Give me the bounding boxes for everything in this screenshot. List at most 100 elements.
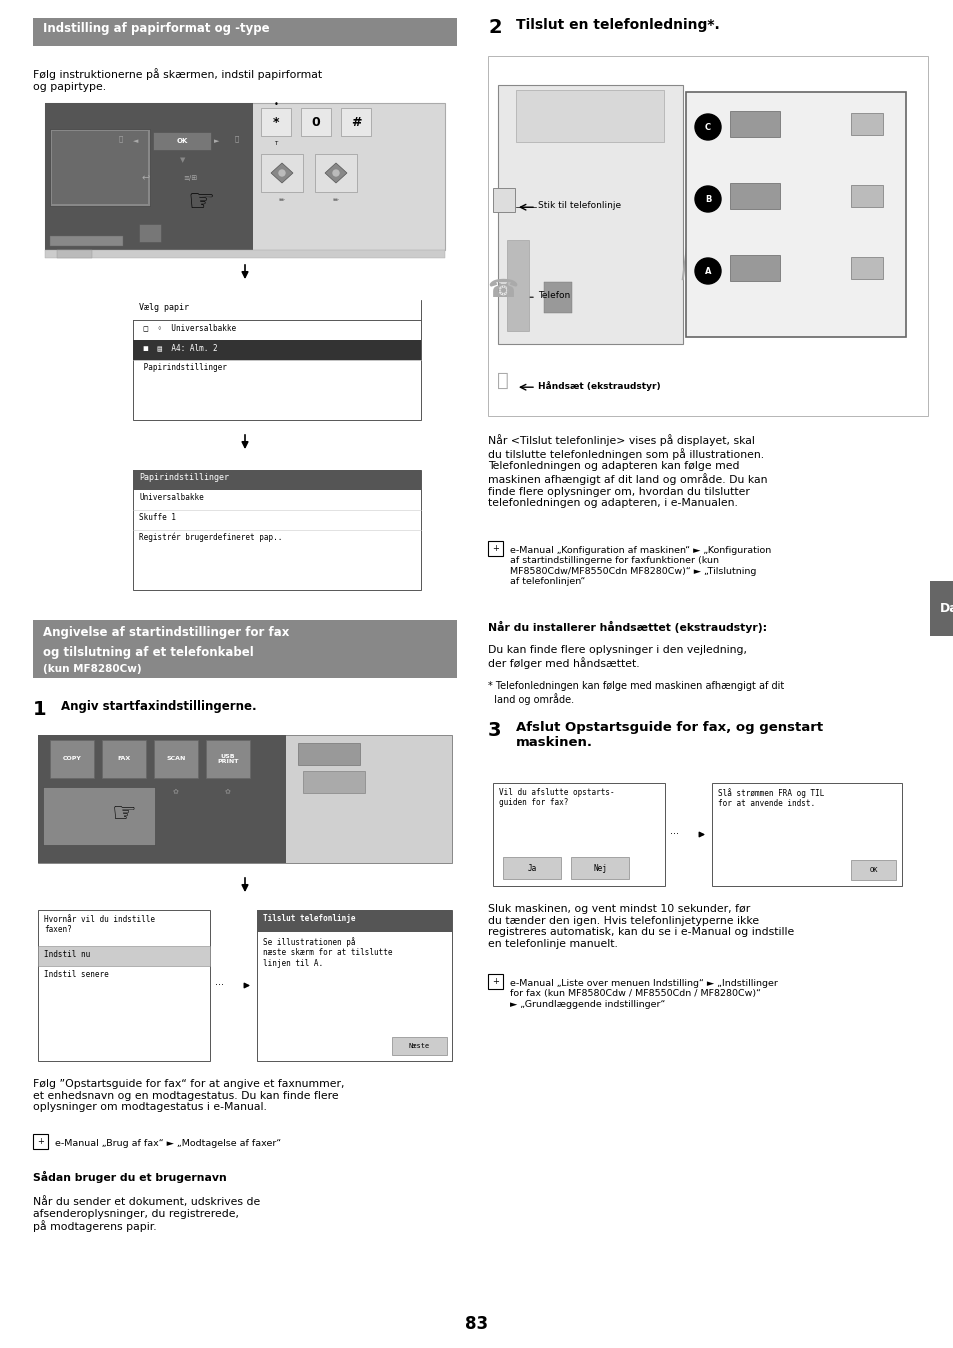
Bar [102,740,146,778]
Bar [139,224,161,243]
Text: Nej: Nej [593,864,606,872]
Bar [488,541,502,555]
Text: Indstilling af papirformat og -type: Indstilling af papirformat og -type [43,22,270,35]
Bar [392,1037,447,1055]
Bar [132,301,420,421]
Bar [38,946,210,967]
Bar [301,108,331,136]
Bar [850,860,895,880]
Bar [543,282,571,313]
Bar [206,740,250,778]
Bar [488,975,502,989]
Text: e-Manual „Konfiguration af maskinen“ ► „Konfiguration
af startindstillingerne fo: e-Manual „Konfiguration af maskinen“ ► „… [510,546,770,586]
Text: ✏: ✏ [333,197,338,204]
Bar [729,111,780,137]
Bar [850,257,882,279]
Text: FAX: FAX [117,756,131,762]
Text: ✿: ✿ [225,789,231,794]
Text: #: # [351,116,361,128]
Bar [256,910,452,931]
Bar [38,735,286,863]
Bar [132,470,420,590]
Text: ✏: ✏ [279,197,285,204]
Bar [33,620,456,678]
Text: USB
PRINT: USB PRINT [217,754,238,764]
Text: Når du installerer håndsættet (ekstraudstyr):: Når du installerer håndsættet (ekstrauds… [488,621,766,634]
Bar [516,90,663,142]
Bar [45,102,253,249]
Text: ✿: ✿ [69,789,75,794]
Bar [50,129,150,206]
Text: Slå strømmen FRA og TIL
for at anvende indst.: Slå strømmen FRA og TIL for at anvende i… [718,789,823,809]
Text: ···: ··· [214,980,224,991]
Text: 3: 3 [488,721,501,740]
Text: 83: 83 [465,1316,488,1333]
Text: 🔊: 🔊 [119,136,123,143]
Text: ☎: ☎ [487,278,518,302]
Text: Stik til telefonlinje: Stik til telefonlinje [537,201,620,210]
Text: Når <Tilslut telefonlinje> vises på displayet, skal
du tilslutte telefonledninge: Når <Tilslut telefonlinje> vises på disp… [488,434,767,508]
Bar [571,857,628,879]
Text: og tilslutning af et telefonkabel: og tilslutning af et telefonkabel [43,646,253,659]
Text: +: + [37,1136,44,1146]
Bar [50,740,94,778]
Text: Tilslut telefonlinje: Tilslut telefonlinje [263,914,355,923]
Text: Når du sender et dokument, udskrives de
afsenderoplysninger, du registrerede,
på: Når du sender et dokument, udskrives de … [33,1196,260,1232]
Text: Angivelse af startindstillinger for fax: Angivelse af startindstillinger for fax [43,625,289,639]
Text: A: A [704,267,711,275]
Text: ☞: ☞ [112,799,136,828]
Text: Registrér brugerdefineret pap..: Registrér brugerdefineret pap.. [139,532,282,542]
Text: Indstil nu: Indstil nu [44,950,91,958]
Text: ✿: ✿ [121,789,127,794]
Bar [256,910,452,1061]
Bar [497,85,682,344]
Text: +: + [492,977,498,985]
Bar [57,249,91,257]
Text: ✿: ✿ [172,789,179,794]
Text: e-Manual „Liste over menuen Indstilling“ ► „Indstillinger
for fax (kun MF8580Cdw: e-Manual „Liste over menuen Indstilling“… [510,979,777,1008]
Bar [850,185,882,208]
Circle shape [695,257,720,284]
Text: * Telefonledningen kan følge med maskinen afhængigt af dit
  land og område.: * Telefonledningen kan følge med maskine… [488,681,783,705]
Bar [50,236,123,245]
Text: Du kan finde flere oplysninger i den vejledning,
der følger med håndsættet.: Du kan finde flere oplysninger i den vej… [488,644,746,669]
Text: ···: ··· [669,829,679,840]
Text: Følg ”Opstartsguide for fax“ for at angive et faxnummer,
et enhedsnavn og en mod: Følg ”Opstartsguide for fax“ for at angi… [33,1078,344,1112]
Text: (kun MF8280Cw): (kun MF8280Cw) [43,665,141,674]
Text: ◄: ◄ [133,137,139,144]
Text: Vil du afslutte opstarts-
guiden for fax?: Vil du afslutte opstarts- guiden for fax… [498,789,614,807]
Bar [153,740,198,778]
Bar [132,301,420,319]
Bar [153,132,212,150]
Text: Følg instruktionerne på skærmen, indstil papirformat
og papirtype.: Følg instruktionerne på skærmen, indstil… [33,67,322,92]
Bar [493,783,664,886]
Text: ▼: ▼ [179,156,185,163]
Text: Se illustrationen på
næste skærm for at tilslutte
linjen til A.: Se illustrationen på næste skærm for at … [263,937,392,968]
Text: Tilslut en telefonledning*.: Tilslut en telefonledning*. [516,18,719,32]
Bar [38,910,210,1061]
Text: ■  ▤  A4: Alm. 2: ■ ▤ A4: Alm. 2 [139,342,217,352]
Text: ≡/⊞: ≡/⊞ [183,175,197,181]
Polygon shape [325,163,347,183]
Bar [38,735,452,863]
Text: B: B [704,194,710,204]
Text: e-Manual „Brug af fax“ ► „Modtagelse af faxer“: e-Manual „Brug af fax“ ► „Modtagelse af … [55,1139,281,1148]
Text: Telefon: Telefon [537,291,570,301]
Text: Håndsæt (ekstraudstyr): Håndsæt (ekstraudstyr) [537,381,659,391]
Bar [45,249,444,257]
Bar [132,340,420,360]
Text: OK: OK [176,137,188,144]
Text: Papirindstillinger: Papirindstillinger [139,363,227,372]
Text: Sluk maskinen, og vent mindst 10 sekunder, før
du tænder den igen. Hvis telefonl: Sluk maskinen, og vent mindst 10 sekunde… [488,905,794,949]
Text: *: * [273,116,279,128]
Text: ►: ► [213,137,219,144]
Bar [507,240,529,332]
Circle shape [695,186,720,212]
Text: COPY: COPY [63,756,81,762]
Text: Papirindstillinger: Papirindstillinger [139,473,229,483]
Bar [303,771,365,793]
Text: Sådan bruger du et brugernavn: Sådan bruger du et brugernavn [33,1171,227,1184]
Text: Næste: Næste [409,1043,430,1049]
Polygon shape [271,163,293,183]
Text: ↩: ↩ [141,173,149,183]
